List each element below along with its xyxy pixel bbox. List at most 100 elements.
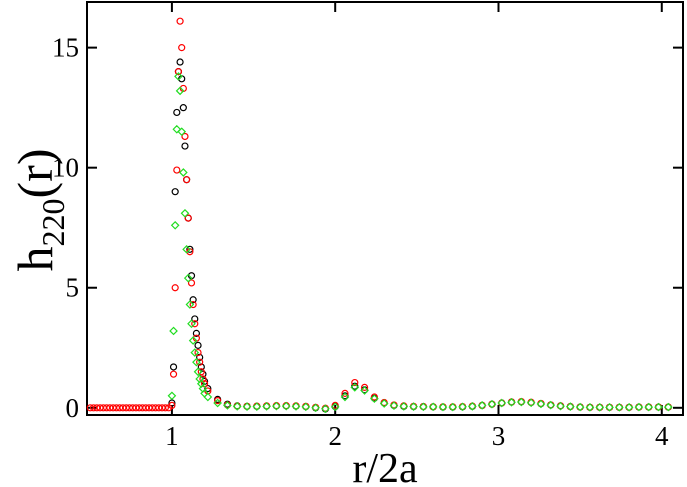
y-tick-label: 5: [66, 273, 80, 303]
data-point: [448, 402, 458, 412]
data-point: [181, 132, 189, 141]
data-point: [487, 399, 497, 409]
data-point: [556, 401, 565, 411]
data-point: [370, 394, 379, 404]
data-point: [178, 44, 186, 52]
data-point: [173, 108, 181, 117]
data-point: [169, 370, 178, 378]
data-point: [176, 58, 184, 66]
data-point: [171, 284, 179, 292]
y-label-tail: (r): [7, 149, 63, 199]
data-point: [272, 401, 281, 411]
data-point: [546, 400, 556, 410]
data-point: [173, 166, 181, 174]
y-axis-label: h220(r): [7, 149, 71, 272]
data-point: [350, 383, 360, 392]
data-point: [252, 402, 262, 411]
data-point: [204, 384, 212, 393]
data-point: [605, 402, 614, 412]
data-point: [536, 399, 546, 409]
x-tick-label: 4: [655, 421, 669, 451]
data-point: [194, 348, 202, 357]
data-point: [191, 315, 199, 323]
data-point: [191, 320, 199, 328]
data-point: [379, 399, 389, 408]
data-point: [497, 398, 507, 408]
data-point: [399, 402, 409, 411]
data-point: [585, 402, 595, 412]
data-point: [180, 208, 190, 218]
x-tick-label: 3: [492, 421, 506, 451]
data-point: [311, 403, 320, 413]
data-point: [624, 402, 634, 412]
data-point: [468, 402, 477, 411]
data-point: [193, 367, 203, 377]
data-point: [232, 402, 242, 411]
data-point: [663, 402, 673, 412]
data-point: [321, 404, 330, 414]
data-point: [179, 104, 187, 112]
data-point: [575, 402, 585, 412]
data-point: [176, 17, 184, 25]
data-point: [507, 397, 516, 407]
data-point: [331, 401, 339, 409]
data-point: [192, 357, 201, 367]
data-point: [330, 402, 340, 412]
data-point: [192, 329, 201, 337]
data-point: [174, 68, 183, 76]
y-tick-label: 15: [52, 33, 79, 63]
data-point: [187, 319, 196, 329]
data-point: [213, 398, 222, 408]
data-point: [419, 402, 428, 412]
data-point: [188, 336, 198, 345]
data-point: [341, 389, 349, 397]
data-point: [565, 402, 575, 411]
data-point: [167, 391, 177, 401]
data-point: [189, 296, 197, 304]
data-point: [644, 402, 654, 412]
data-point: [360, 383, 369, 391]
data-point: [178, 168, 188, 177]
data-point: [458, 402, 467, 412]
data-point: [172, 124, 182, 134]
data-point: [184, 214, 192, 222]
data-point: [185, 300, 195, 309]
data-point: [175, 86, 185, 96]
y-tick-label: 10: [52, 153, 79, 183]
data-point: [189, 300, 197, 309]
y-label-main: h: [7, 246, 63, 271]
data-point: [196, 353, 204, 361]
data-point: [281, 401, 291, 411]
data-point: [526, 398, 536, 408]
data-point: [595, 402, 605, 412]
data-point: [203, 392, 213, 402]
data-point: [168, 401, 176, 409]
data-point: [183, 273, 193, 283]
data-point: [301, 402, 311, 412]
data-point: [177, 127, 187, 137]
data-point: [174, 72, 183, 81]
data-point: [161, 404, 169, 412]
data-point: [197, 363, 205, 371]
y-label-sub: 220: [35, 198, 71, 246]
data-point: [291, 402, 301, 411]
data-point: [214, 396, 222, 405]
data-point: [187, 279, 196, 287]
x-tick-label: 2: [328, 421, 342, 451]
data-point: [186, 245, 194, 253]
data-point: [428, 402, 438, 412]
data-point: [169, 326, 178, 336]
plot-frame: [86, 1, 684, 416]
data-point: [634, 402, 644, 412]
data-point: [340, 392, 350, 402]
data-point: [409, 402, 418, 411]
x-axis-label: r/2a: [352, 446, 418, 487]
data-point: [190, 348, 200, 357]
data-point: [183, 176, 191, 184]
data-point: [360, 386, 369, 395]
data-point: [169, 363, 178, 371]
data-point: [438, 402, 448, 412]
data-point: [181, 142, 189, 150]
data-point: [223, 401, 232, 410]
